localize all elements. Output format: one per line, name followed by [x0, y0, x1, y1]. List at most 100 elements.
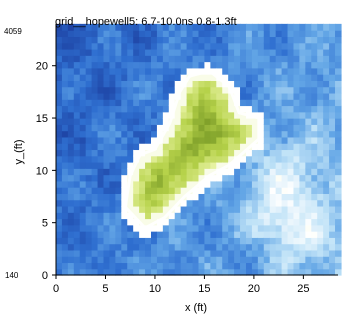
heatmap-cell: [263, 174, 271, 182]
heatmap-cell: [335, 67, 342, 75]
heatmap-cell: [222, 193, 229, 201]
heatmap-cell: [293, 105, 301, 113]
heatmap-cell: [251, 155, 259, 163]
heatmap-cell: [139, 143, 146, 151]
heatmap-cell: [103, 105, 111, 113]
x-tick-label: 0: [53, 283, 59, 295]
heatmap-cell: [311, 256, 318, 264]
heatmap-cell: [198, 212, 206, 220]
heatmap-cell: [305, 105, 312, 113]
heatmap-cell: [293, 111, 301, 119]
heatmap-cell: [133, 136, 140, 144]
heatmap-cell: [162, 249, 170, 257]
heatmap-cell: [156, 199, 164, 207]
heatmap-cell: [162, 262, 170, 270]
heatmap-cell: [109, 249, 116, 257]
heatmap-cell: [222, 67, 229, 75]
heatmap-cell: [263, 218, 271, 226]
heatmap-cell: [103, 42, 111, 50]
heatmap-cell: [251, 249, 259, 257]
heatmap-cell: [91, 237, 99, 245]
heatmap-cell: [121, 92, 128, 100]
heatmap-cell: [216, 86, 223, 94]
heatmap-cell: [85, 243, 93, 251]
heatmap-cell: [251, 61, 259, 69]
heatmap-cell: [56, 256, 63, 264]
heatmap-cell: [287, 155, 295, 163]
heatmap-cell: [145, 30, 152, 38]
heatmap-cell: [251, 237, 259, 245]
heatmap-cell: [192, 149, 200, 157]
heatmap-cell: [186, 92, 194, 100]
heatmap-cell: [228, 249, 235, 257]
heatmap-cell: [293, 130, 301, 138]
heatmap-cell: [269, 268, 277, 276]
heatmap-cell: [204, 180, 211, 188]
heatmap-cell: [91, 224, 99, 232]
heatmap-cell: [186, 136, 194, 144]
heatmap-cell: [299, 180, 306, 188]
heatmap-cell: [240, 48, 247, 56]
heatmap-cell: [281, 67, 289, 75]
heatmap-cell: [73, 111, 81, 119]
heatmap-cell: [311, 180, 318, 188]
heatmap-cell: [67, 168, 75, 176]
y-tick-label: 15: [36, 113, 48, 125]
heatmap-cell: [210, 99, 217, 107]
heatmap-cell: [133, 212, 140, 220]
heatmap-cell: [228, 111, 235, 119]
heatmap-cell: [133, 105, 140, 113]
heatmap-cell: [67, 74, 75, 81]
heatmap-cell: [133, 243, 140, 251]
heatmap-cell: [91, 111, 99, 119]
heatmap-cell: [145, 224, 152, 232]
heatmap-cell: [174, 111, 182, 119]
heatmap-cell: [139, 130, 146, 138]
heatmap-cell: [293, 74, 301, 81]
heatmap-cell: [210, 30, 217, 38]
heatmap-cell: [222, 262, 229, 270]
heatmap-cell: [251, 243, 259, 251]
heatmap-cell: [139, 30, 146, 38]
heatmap-cell: [263, 224, 271, 232]
heatmap-cell: [192, 218, 200, 226]
heatmap-cell: [257, 111, 265, 119]
heatmap-cell: [127, 256, 134, 264]
heatmap-cell: [103, 174, 111, 182]
heatmap-cell: [281, 86, 289, 94]
heatmap-cell: [56, 36, 63, 44]
heatmap-cell: [204, 136, 211, 144]
x-tick-label: 25: [297, 283, 309, 295]
heatmap-cell: [109, 48, 116, 56]
heatmap-cell: [228, 99, 235, 107]
heatmap-cell: [145, 205, 152, 213]
heatmap-cell: [269, 180, 277, 188]
y-tick-label: 10: [36, 165, 48, 177]
heatmap-cell: [156, 30, 164, 38]
heatmap-cell: [228, 212, 235, 220]
heatmap-cell: [222, 48, 229, 56]
heatmap-cell: [91, 30, 99, 38]
heatmap-cell: [317, 105, 324, 113]
heatmap-cell: [335, 237, 342, 245]
heatmap-cell: [263, 36, 271, 44]
heatmap-cell: [115, 180, 122, 188]
heatmap-cell: [174, 136, 182, 144]
heatmap-cell: [150, 67, 158, 75]
heatmap-cell: [245, 268, 253, 276]
heatmap-cell: [127, 268, 134, 276]
heatmap-cell: [257, 136, 265, 144]
heatmap-cell: [263, 180, 271, 188]
heatmap-cell: [257, 55, 265, 63]
heatmap-cell: [245, 118, 253, 125]
heatmap-cell: [275, 67, 283, 75]
heatmap-cell: [240, 155, 247, 163]
heatmap-cell: [85, 80, 93, 88]
heatmap-cell: [222, 212, 229, 220]
heatmap-cell: [139, 174, 146, 182]
heatmap-cell: [198, 23, 206, 31]
heatmap-cell: [245, 174, 253, 182]
heatmap-cell: [245, 55, 253, 63]
heatmap-cell: [216, 143, 223, 151]
